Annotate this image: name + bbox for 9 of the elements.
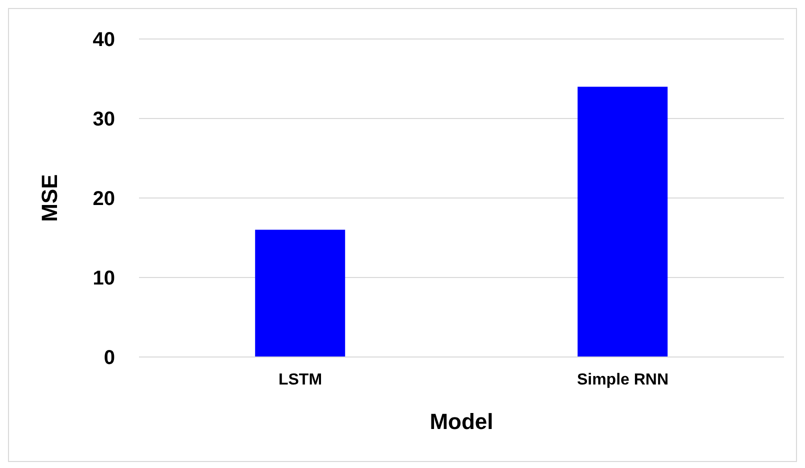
x-tick-label: Simple RNN — [576, 371, 669, 388]
y-tick-label: 30 — [92, 108, 115, 131]
y-tick-label: 40 — [92, 29, 115, 52]
y-tick-label: 0 — [104, 347, 115, 370]
y-axis-title: MSE — [36, 174, 62, 222]
x-axis-title: Model — [430, 409, 494, 434]
x-tick-label: LSTM — [278, 371, 322, 388]
y-tick-label: 20 — [92, 188, 115, 210]
y-tick-label: 10 — [92, 268, 115, 290]
